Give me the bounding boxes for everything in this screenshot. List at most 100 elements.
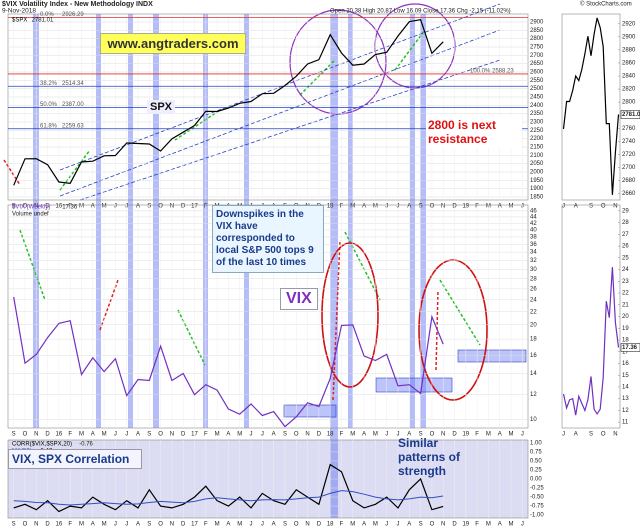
y-tick-label: 2000 <box>530 170 544 176</box>
y-tick-label: 23 <box>622 279 629 285</box>
x-tick-label: S <box>283 432 287 438</box>
x-tick-label: S <box>589 204 593 210</box>
website: www.angtraders.com <box>100 33 246 54</box>
x-tick-label: 18 <box>327 522 334 528</box>
x-tick-label: A <box>272 432 276 438</box>
y-tick-label: 18 <box>622 338 629 344</box>
x-tick-label: A <box>226 522 230 528</box>
x-tick-label: O <box>601 432 606 438</box>
y-tick-label: 2700 <box>530 53 544 59</box>
legend-value: 2781.01 <box>32 18 54 24</box>
y-tick-label: 34 <box>530 250 537 256</box>
x-tick-label: N <box>305 522 309 528</box>
x-tick-label: A <box>407 432 411 438</box>
x-tick-label: J <box>397 522 400 528</box>
y-tick-label: 10 <box>530 417 537 423</box>
y-tick-label: 28 <box>622 220 629 226</box>
x-tick-label: A <box>362 522 366 528</box>
x-tick-label: M <box>509 432 514 438</box>
x-tick-label: A <box>136 522 140 528</box>
y-tick-label: 14 <box>530 371 537 377</box>
x-tick-label: D <box>317 522 322 528</box>
x-tick-label: F <box>68 432 72 438</box>
x-tick-label: M <box>102 432 107 438</box>
y-tick-label: 0.00 <box>530 477 542 483</box>
x-tick-label: 19 <box>462 522 469 528</box>
x-tick-label: J <box>385 432 388 438</box>
x-tick-label: D <box>452 204 457 210</box>
x-tick-label: S <box>589 432 593 438</box>
volume-note: Volume undef <box>12 212 49 218</box>
x-tick-label: J <box>261 522 264 528</box>
x-tick-label: M <box>373 522 378 528</box>
correlation-note: VIX, SPX Correlation <box>8 449 142 469</box>
x-tick-label: J <box>114 522 117 528</box>
y-tick-label: 2720 <box>622 152 636 158</box>
ellipses <box>321 242 488 401</box>
x-tick-label: D <box>181 432 186 438</box>
legend-value: -0.76 <box>79 442 93 448</box>
y-tick-label: 2850 <box>530 28 544 34</box>
x-tick-label: A <box>574 204 578 210</box>
x-tick-label: O <box>23 522 28 528</box>
x-tick-label: 18 <box>327 432 334 438</box>
y-tick-label: 44 <box>530 214 537 220</box>
y-tick-label: 28 <box>530 276 537 282</box>
y-tick-label: 25 <box>622 255 629 261</box>
x-tick-label: D <box>452 522 457 528</box>
y-tick-label: 12 <box>622 408 629 414</box>
y-tick-label: -0.25 <box>530 486 544 492</box>
x-tick-label: F <box>340 432 344 438</box>
x-tick-label: O <box>430 522 435 528</box>
x-tick-label: F <box>204 522 208 528</box>
y-tick-label: 30 <box>530 267 537 273</box>
x-tick-label: N <box>613 432 617 438</box>
x-tick-label: O <box>158 432 163 438</box>
y-tick-label: 1900 <box>530 186 544 192</box>
series-line <box>13 490 444 506</box>
x-tick-label: A <box>407 522 411 528</box>
x-tick-label: A <box>498 522 502 528</box>
header-date: 9-Nov-2018 <box>2 8 36 15</box>
y-tick-label: 2880 <box>622 47 636 53</box>
x-tick-label: F <box>340 522 344 528</box>
y-tick-label: 2500 <box>530 86 544 92</box>
y-tick-label: 0.25 <box>530 468 542 474</box>
x-tick-label: A <box>498 432 502 438</box>
vix-label: VIX <box>280 288 318 310</box>
y-tick-label: 46 <box>530 208 537 214</box>
x-tick-label: 16 <box>56 432 63 438</box>
y-tick-label: 16 <box>622 361 629 367</box>
y-tick-label: 2750 <box>530 45 544 51</box>
x-tick-label: M <box>509 522 514 528</box>
header-source: © StockCharts.com <box>580 1 632 8</box>
y-tick-label: -1.00 <box>530 513 544 519</box>
x-tick-label: S <box>12 522 16 528</box>
x-tick-label: 19 <box>462 432 469 438</box>
y-tick-label: 2920 <box>622 21 636 27</box>
x-tick-label: S <box>147 432 151 438</box>
x-tick-label: A <box>574 432 578 438</box>
series-line <box>562 267 620 416</box>
x-tick-label: N <box>34 522 38 528</box>
y-tick-label: 17 <box>622 349 629 355</box>
x-tick-label: O <box>601 204 606 210</box>
x-tick-label: A <box>91 522 95 528</box>
y-tick-label: 40 <box>530 228 537 234</box>
level-value: 2926.29 <box>62 12 84 18</box>
level-value: 2259.63 <box>62 123 84 129</box>
x-tick-label: D <box>45 204 50 210</box>
x-tick-label: M <box>79 432 84 438</box>
y-tick-label: 27 <box>622 232 629 238</box>
x-tick-label: M <box>215 432 220 438</box>
x-tick-label: A <box>91 432 95 438</box>
y-tick-label: 2800 <box>530 36 544 42</box>
x-tick-label: J <box>397 432 400 438</box>
y-tick-label: 1950 <box>530 178 544 184</box>
header-title: $VIX Volatility Index - New Methodology … <box>2 1 153 8</box>
x-tick-label: N <box>441 522 445 528</box>
y-tick-label: 2700 <box>622 165 636 171</box>
x-tick-label: M <box>79 522 84 528</box>
